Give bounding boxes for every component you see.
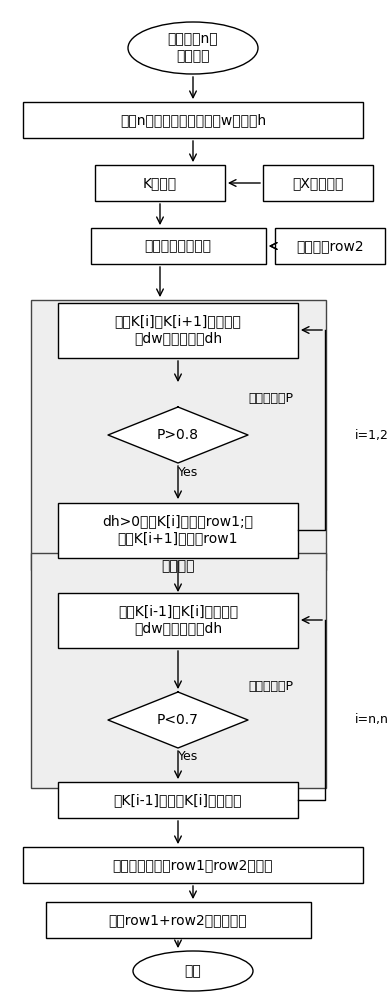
Text: 计算K[i]、K[i+1]的水平距
离dw和垂直距离dh: 计算K[i]、K[i+1]的水平距 离dw和垂直距离dh xyxy=(115,314,241,346)
Text: 计算n个包围框的平均宽度w及高度h: 计算n个包围框的平均宽度w及高度h xyxy=(120,113,266,127)
Text: Yes: Yes xyxy=(178,466,198,479)
Text: 反向确认: 反向确认 xyxy=(161,560,195,574)
Text: 计算判别式P: 计算判别式P xyxy=(248,680,293,694)
Text: 输出row1+row2的串联结果: 输出row1+row2的串联结果 xyxy=(109,913,247,927)
Text: 字符行位置初始化: 字符行位置初始化 xyxy=(144,239,212,253)
Text: 将K[i-1]标记为K[i]所在的行: 将K[i-1]标记为K[i]所在的行 xyxy=(114,793,242,807)
Bar xyxy=(263,165,373,201)
Bar xyxy=(23,847,363,883)
Text: 结束: 结束 xyxy=(185,964,201,978)
Text: P>0.8: P>0.8 xyxy=(157,428,199,442)
Bar xyxy=(46,902,310,938)
Text: i=1,2,...n-1: i=1,2,...n-1 xyxy=(355,428,387,442)
Text: 计算K[i-1]、K[i]的水平距
离dw和垂直距离dh: 计算K[i-1]、K[i]的水平距 离dw和垂直距离dh xyxy=(118,604,238,636)
Bar xyxy=(275,228,385,264)
Bar xyxy=(31,552,325,788)
Text: P<0.7: P<0.7 xyxy=(157,713,199,727)
Text: 全部归为row2: 全部归为row2 xyxy=(296,239,364,253)
Ellipse shape xyxy=(128,22,258,74)
Ellipse shape xyxy=(133,951,253,991)
Polygon shape xyxy=(108,692,248,748)
Text: 按X坐标排序: 按X坐标排序 xyxy=(292,176,344,190)
Text: 分别串联标记为row1、row2的字符: 分别串联标记为row1、row2的字符 xyxy=(113,858,273,872)
Text: dh>0，将K[i]标记为row1;否
则将K[i+1]标记为row1: dh>0，将K[i]标记为row1;否 则将K[i+1]标记为row1 xyxy=(103,514,253,546)
Bar xyxy=(31,300,325,570)
Bar xyxy=(23,102,363,138)
Bar xyxy=(58,782,298,818)
Bar xyxy=(58,302,298,358)
Bar xyxy=(91,228,265,264)
Text: i=n,n-1,...2: i=n,n-1,...2 xyxy=(355,714,387,726)
Text: Yes: Yes xyxy=(178,750,198,764)
Bar xyxy=(58,502,298,558)
Text: 正向分行: 正向分行 xyxy=(161,307,195,321)
Bar xyxy=(95,165,225,201)
Bar xyxy=(58,592,298,648)
Text: 分割出的n个
车牌字符: 分割出的n个 车牌字符 xyxy=(168,32,218,64)
Polygon shape xyxy=(108,407,248,463)
Text: K字符集: K字符集 xyxy=(143,176,177,190)
Text: 计算判别式P: 计算判别式P xyxy=(248,391,293,404)
